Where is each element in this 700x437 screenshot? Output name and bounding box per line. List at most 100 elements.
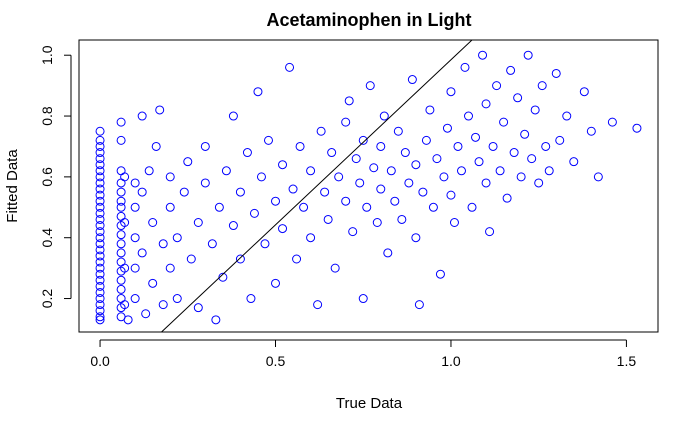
data-point (116, 196, 126, 206)
data-point (527, 154, 537, 164)
data-point (95, 300, 105, 310)
data-point (95, 214, 105, 224)
data-point (95, 306, 105, 316)
data-point (95, 315, 105, 325)
data-point (218, 272, 228, 282)
data-point (334, 172, 344, 182)
data-point (158, 300, 168, 310)
data-point (488, 141, 498, 151)
data-point (120, 300, 130, 310)
data-point (95, 126, 105, 136)
data-point (327, 148, 337, 158)
data-point (155, 105, 165, 115)
data-point (172, 233, 182, 243)
data-point (95, 233, 105, 243)
data-point (499, 117, 509, 127)
x-axis-label: True Data (336, 395, 403, 412)
data-point (271, 196, 281, 206)
data-point (534, 178, 544, 188)
data-point (478, 50, 488, 60)
data-point (116, 135, 126, 145)
data-point (474, 157, 484, 167)
data-point (495, 166, 505, 176)
data-points (95, 50, 642, 325)
data-point (411, 160, 421, 170)
chart-title: Acetaminophen in Light (267, 10, 472, 30)
data-point (435, 269, 445, 279)
data-point (95, 166, 105, 176)
y-tick-label: 0.4 (39, 228, 55, 248)
data-point (116, 166, 126, 176)
data-point (123, 315, 133, 325)
data-point (362, 202, 372, 212)
data-point (425, 105, 435, 115)
y-tick-label: 0.2 (39, 289, 55, 309)
y-tick-label: 0.6 (39, 167, 55, 187)
data-point (523, 50, 533, 60)
data-point (509, 148, 519, 158)
data-point (569, 157, 579, 167)
data-point (148, 278, 158, 288)
data-point (172, 294, 182, 304)
data-point (235, 187, 245, 197)
data-point (541, 141, 551, 151)
data-point (95, 172, 105, 182)
data-point (95, 287, 105, 297)
data-point (323, 214, 333, 224)
y-tick-label: 0.8 (39, 106, 55, 126)
x-tick-label: 1.5 (617, 353, 637, 369)
data-point (607, 117, 617, 127)
data-point (260, 239, 270, 249)
data-point (530, 105, 540, 115)
data-point (116, 248, 126, 258)
data-point (228, 111, 238, 121)
data-point (165, 202, 175, 212)
data-point (456, 166, 466, 176)
data-point (120, 263, 130, 273)
data-point (351, 154, 361, 164)
data-point (95, 257, 105, 267)
data-point (316, 126, 326, 136)
data-point (449, 218, 459, 227)
data-point (320, 187, 330, 197)
data-point (446, 87, 456, 97)
reference-line-group (161, 39, 473, 333)
data-point (292, 254, 302, 264)
data-point (95, 294, 105, 304)
data-point (341, 196, 351, 206)
data-point (306, 233, 316, 243)
data-point (372, 218, 382, 227)
data-point (141, 309, 151, 319)
data-point (285, 62, 295, 72)
data-point (221, 166, 231, 176)
data-point (358, 294, 368, 304)
data-point (95, 227, 105, 237)
y-tick-label: 1.0 (39, 45, 55, 65)
data-point (579, 87, 589, 97)
data-point (228, 221, 238, 231)
data-point (116, 211, 126, 221)
data-point (386, 166, 396, 176)
y-axis-label: Fitted Data (4, 149, 21, 223)
data-point (130, 294, 140, 304)
data-point (562, 111, 572, 121)
data-point (165, 172, 175, 182)
data-point (130, 202, 140, 212)
data-point (130, 178, 140, 188)
data-point (116, 187, 126, 197)
reference-line (161, 39, 473, 333)
data-point (481, 99, 491, 109)
data-point (95, 184, 105, 194)
data-point (165, 263, 175, 273)
data-point (95, 245, 105, 255)
x-tick-label: 0.5 (266, 353, 286, 369)
data-point (481, 178, 491, 188)
data-point (95, 154, 105, 164)
data-point (95, 221, 105, 231)
data-point (130, 233, 140, 243)
data-point (383, 248, 393, 258)
data-point (95, 281, 105, 291)
data-point (95, 263, 105, 273)
data-point (193, 218, 203, 227)
data-point (411, 233, 421, 243)
